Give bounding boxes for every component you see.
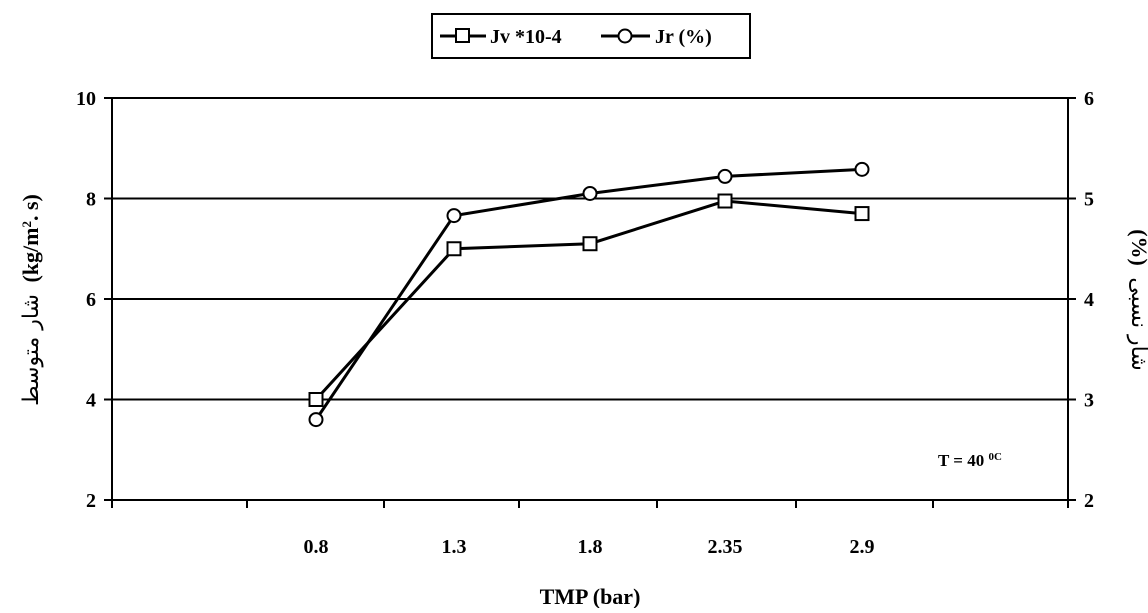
x-tick-labels: 0.8 1.3 1.8 2.35 2.9	[304, 536, 875, 558]
data-point-jr	[308, 412, 324, 428]
temperature-annotation-sup: 0C	[988, 451, 1002, 463]
svg-text:(%) شار نسبی: (%) شار نسبی	[1126, 229, 1148, 371]
data-point-jv	[308, 392, 324, 407]
left-axis-title-arabic: شار متوسط	[19, 294, 44, 406]
legend-marker-jv	[455, 28, 470, 43]
left-axis-title-tail: . s)	[18, 194, 43, 221]
x-tick-marks	[111, 500, 1069, 508]
left-tick-labels: 2 4 6 8 10	[76, 88, 112, 512]
left-tick-label: 10	[76, 88, 96, 110]
right-tick-label: 6	[1084, 88, 1094, 110]
data-point-jv	[854, 206, 870, 222]
x-tick-label: 2.9	[850, 536, 875, 558]
data-point-jr	[717, 168, 733, 184]
data-point-jv	[446, 241, 462, 257]
data-point-jv	[582, 236, 598, 252]
left-tick-label: 2	[86, 490, 96, 512]
right-tick-label: 4	[1084, 289, 1094, 311]
left-axis-title-sup: 2	[19, 221, 34, 228]
left-tick-label: 4	[86, 390, 96, 412]
legend-label-jv: Jv *10-4	[490, 26, 562, 48]
x-axis-title: TMP (bar)	[540, 584, 641, 608]
right-tick-label: 5	[1084, 189, 1094, 211]
legend: Jv *10-4 Jr (%)	[431, 13, 751, 59]
legend-label-jr: Jr (%)	[655, 26, 712, 48]
x-tick-label: 0.8	[304, 536, 329, 558]
svg-text:شار متوسط (kg/m2. s): شار متوسط (kg/m2. s)	[18, 194, 44, 406]
series-layer	[308, 161, 870, 428]
left-axis-title: شار متوسط (kg/m2. s)	[18, 194, 44, 406]
data-point-jv	[717, 193, 733, 209]
right-tick-label: 2	[1084, 490, 1094, 512]
x-tick-label: 1.3	[442, 536, 467, 558]
x-tick-label: 2.35	[708, 536, 743, 558]
left-axis-title-unit: (kg/m	[18, 228, 43, 283]
right-axis-title: (%) شار نسبی	[1126, 229, 1148, 371]
right-tick-labels: 2 3 4 5 6	[1068, 88, 1094, 512]
data-point-jr	[854, 161, 870, 177]
data-point-jr	[582, 185, 598, 201]
x-tick-label: 1.8	[578, 536, 603, 558]
data-point-jr	[446, 208, 462, 224]
right-tick-label: 3	[1084, 390, 1094, 412]
left-tick-label: 6	[86, 289, 96, 311]
legend-marker-jr	[617, 28, 633, 44]
left-tick-label: 8	[86, 189, 96, 211]
right-axis-title-arabic: شار نسبی	[1126, 277, 1148, 370]
temperature-annotation-text: T = 40	[938, 451, 988, 470]
right-axis-title-unit: (%)	[1127, 229, 1148, 266]
temperature-annotation: T = 40 0C	[938, 451, 1002, 470]
